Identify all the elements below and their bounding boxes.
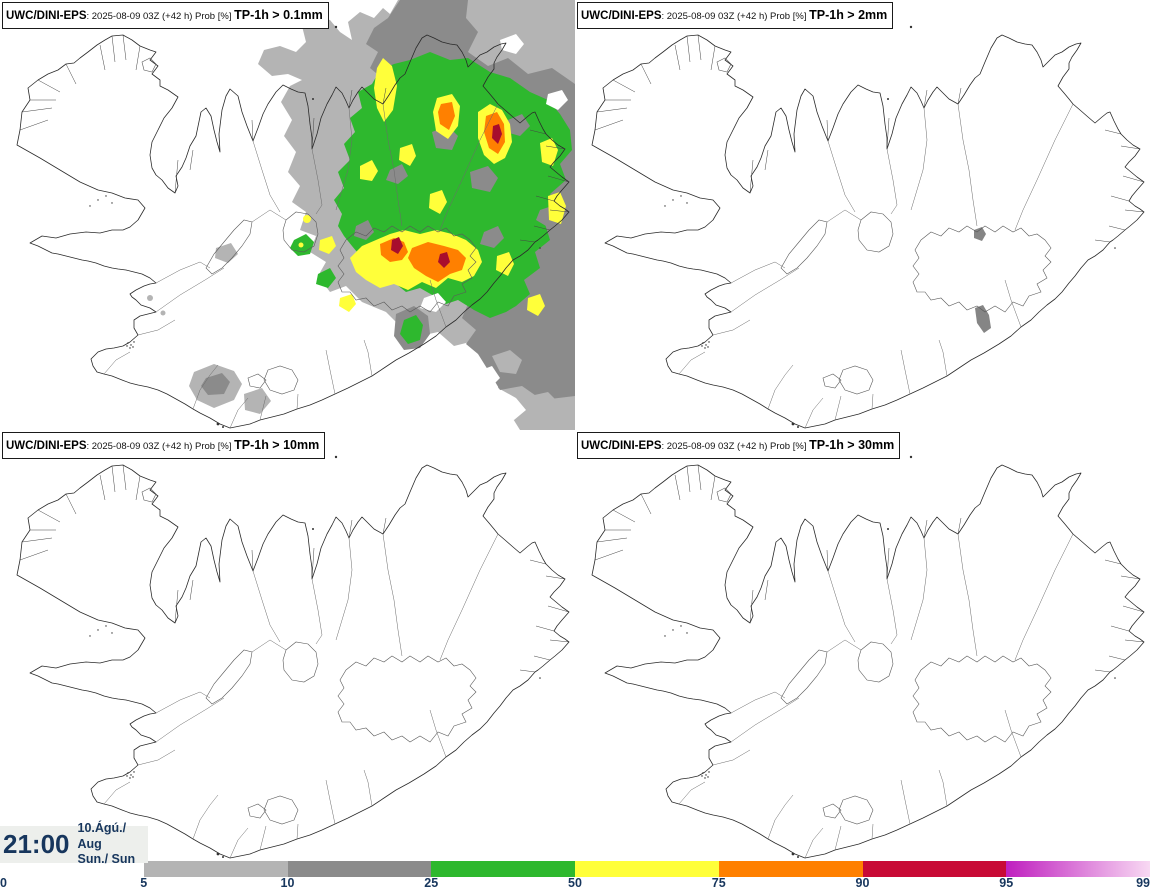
colorbar-tick-labels: 0 5 10 25 50 75 90 95 99 <box>0 876 1150 891</box>
colorbar-tick-0: 0 <box>0 876 7 890</box>
valid-time-box: 21:00 10.Ágú./ Aug Sun./ Sun <box>0 821 148 866</box>
model-label: UWC/DINI-EPS <box>581 10 662 22</box>
colorbar-tick-95: 95 <box>999 876 1014 890</box>
map-panel-tp-0.1mm: UWC/DINI-EPS: 2025-08-09 03Z (+42 h) Pro… <box>0 0 575 430</box>
colorbar-tick-25: 25 <box>424 876 439 890</box>
colorbar-tick-90: 90 <box>855 876 870 890</box>
colorbar-segment-10-25 <box>287 861 432 877</box>
panel-header: UWC/DINI-EPS: 2025-08-09 03Z (+42 h) Pro… <box>2 432 326 459</box>
run-info: : 2025-08-09 03Z (+42 h) Prob [%] <box>86 441 235 452</box>
model-label: UWC/DINI-EPS <box>581 440 662 452</box>
panel-header: UWC/DINI-EPS: 2025-08-09 03Z (+42 h) Pro… <box>2 2 329 29</box>
map-panel-tp-2mm: UWC/DINI-EPS: 2025-08-09 03Z (+42 h) Pro… <box>575 0 1150 430</box>
map-panel-tp-10mm: UWC/DINI-EPS: 2025-08-09 03Z (+42 h) Pro… <box>0 430 575 860</box>
panel-header: UWC/DINI-EPS: 2025-08-09 03Z (+42 h) Pro… <box>577 2 894 29</box>
valid-date-line1: 10.Ágú./ Aug <box>77 821 127 851</box>
colorbar-segment-25-50 <box>431 861 575 877</box>
model-label: UWC/DINI-EPS <box>6 10 87 22</box>
colorbar-segment-50-75 <box>575 861 719 877</box>
threshold-label: TP-1h > 0.1mm <box>234 8 323 22</box>
colorbar-tick-5: 5 <box>140 876 148 890</box>
iceland-map <box>16 0 575 430</box>
valid-date-line2: Sun./ Sun <box>77 852 136 867</box>
run-info: : 2025-08-09 03Z (+42 h) Prob [%] <box>86 11 235 22</box>
map-panel-tp-30mm: UWC/DINI-EPS: 2025-08-09 03Z (+42 h) Pro… <box>575 430 1150 860</box>
iceland-map <box>591 455 1145 859</box>
threshold-label: TP-1h > 10mm <box>234 438 320 452</box>
panel-header: UWC/DINI-EPS: 2025-08-09 03Z (+42 h) Pro… <box>577 432 901 459</box>
colorbar-segment-0-5 <box>0 861 144 877</box>
colorbar-tick-10: 10 <box>280 876 295 890</box>
colorbar-segment-75-90 <box>718 861 863 877</box>
valid-date: 10.Ágú./ Aug Sun./ Sun <box>78 821 149 868</box>
colorbar-segment-5-10 <box>143 861 288 877</box>
iceland-map <box>16 455 570 859</box>
threshold-label: TP-1h > 30mm <box>809 438 895 452</box>
colorbar-tick-99: 99 <box>1136 876 1150 890</box>
probability-colorbar <box>0 861 1150 877</box>
model-label: UWC/DINI-EPS <box>6 440 87 452</box>
iceland-map <box>591 25 1145 429</box>
run-info: : 2025-08-09 03Z (+42 h) Prob [%] <box>661 11 810 22</box>
valid-time: 21:00 <box>3 829 70 859</box>
threshold-label: TP-1h > 2mm <box>809 8 888 22</box>
colorbar-tick-50: 50 <box>568 876 582 890</box>
run-info: : 2025-08-09 03Z (+42 h) Prob [%] <box>661 441 810 452</box>
colorbar-segment-95-99 <box>1006 861 1150 877</box>
colorbar-segment-90-95 <box>862 861 1007 877</box>
colorbar-tick-75: 75 <box>711 876 726 890</box>
